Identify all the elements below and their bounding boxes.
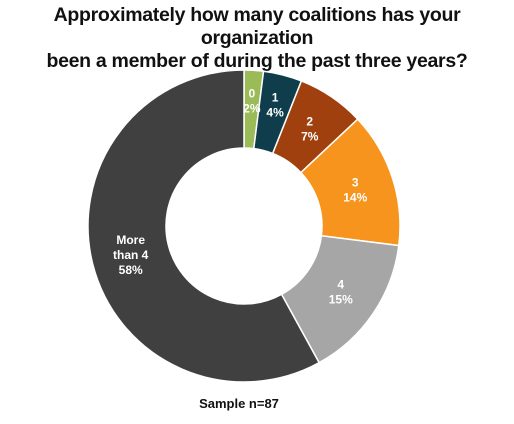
slice-label-3: 3 14%	[343, 175, 367, 204]
sample-size-note: Sample n=87	[199, 396, 279, 411]
slice-label-2: 2 7%	[301, 115, 319, 144]
slice-more-than-4	[87, 69, 321, 383]
slice-4	[280, 234, 400, 364]
chart-title: Approximately how many coalitions has yo…	[0, 4, 514, 73]
chart-title-line-2: been a member of during the past three y…	[46, 50, 468, 72]
labels-group: 0 2% 1 4% 2 7% 3 14% 4 15% More than 4 58%	[113, 87, 368, 307]
chart-title-line-1: Approximately how many coalitions has yo…	[53, 4, 461, 49]
slice-label-0: 0 2%	[243, 87, 261, 116]
slice-label-1: 1 4%	[266, 90, 284, 119]
slice-label-more-than-4: More than 4 58%	[113, 233, 149, 277]
slices-group	[87, 69, 401, 383]
slice-label-4: 4 15%	[329, 277, 353, 306]
